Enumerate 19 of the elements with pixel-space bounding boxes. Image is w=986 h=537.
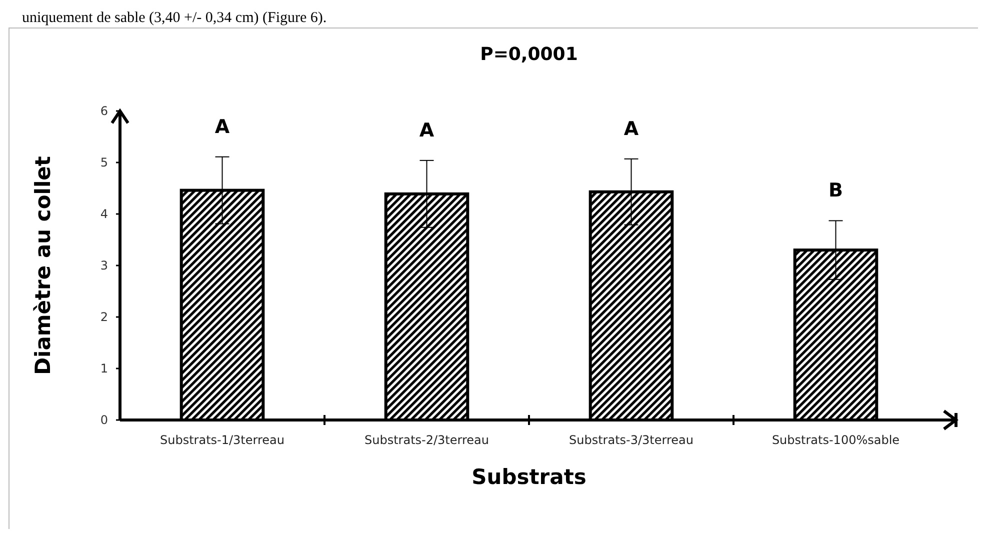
annotation: B: [828, 180, 843, 202]
annotation: A: [214, 116, 230, 138]
chart-title: P=0,0001: [480, 44, 578, 65]
y-axis-title: Diamètre au collet: [31, 156, 55, 375]
x-tick-label: Substrats-2/3terreau: [364, 433, 490, 447]
y-tick-label: 2: [100, 310, 108, 324]
y-tick-label: 1: [100, 362, 108, 376]
y-tick-label: 6: [100, 104, 108, 118]
text: uniquement de sable (3,40 +/- 0,34 cm) (Figure 6).: [22, 10, 327, 26]
x-tick-label: Substrats-1/3terreau: [160, 433, 285, 447]
y-tick-label: 3: [100, 258, 108, 273]
annotation: A: [419, 119, 434, 142]
y-tick-label: 4: [100, 207, 108, 222]
x-tick-label: Substrats-100%sable: [772, 433, 900, 447]
y-tick-label: 0: [100, 413, 108, 428]
x-tick-label: Substrats-3/3terreau: [568, 433, 694, 447]
y-tick-label: 5: [100, 156, 108, 170]
annotation: A: [624, 118, 639, 140]
x-axis-title: Substrats: [472, 465, 586, 489]
